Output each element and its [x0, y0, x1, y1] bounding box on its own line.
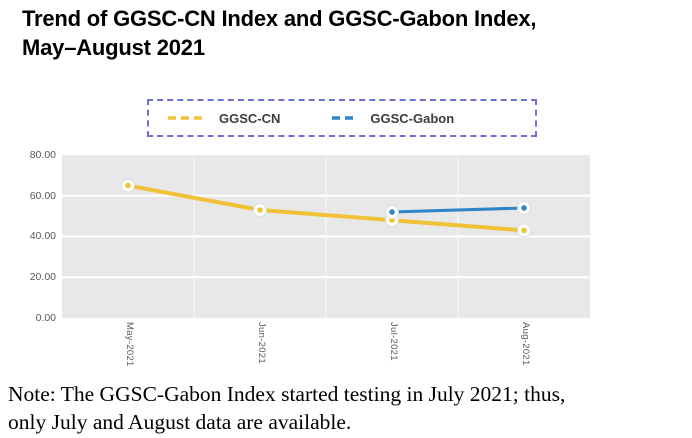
y-axis-tick-20: 20.00 [29, 271, 56, 283]
legend-item-ggsc-gabon: GGSC-Gabon [331, 111, 454, 126]
chart-legend: GGSC-CN GGSC-Gabon [147, 99, 537, 137]
legend-label-ggsc-cn: GGSC-CN [219, 110, 281, 126]
page-title: Trend of GGSC-CN Index and GGSC-Gabon In… [22, 4, 537, 62]
y-axis-tick-60: 60.00 [29, 190, 56, 202]
ggsc-cn-dashed-line-icon [168, 116, 206, 120]
page-title-line2: May–August 2021 [22, 35, 205, 60]
legend-label-ggsc-gabon: GGSC-Gabon [370, 110, 455, 126]
figure-note-line1: Note: The GGSC-Gabon Index started testi… [8, 382, 566, 406]
x-axis-label-jul-2021: Jul-2021 [388, 322, 399, 361]
x-axis-label-aug-2021: Aug-2021 [520, 322, 531, 366]
y-axis-tick-0: 0.00 [35, 312, 56, 324]
x-axis-label-jun-2021: Jun-2021 [256, 322, 267, 365]
page-title-line1: Trend of GGSC-CN Index and GGSC-Gabon In… [22, 6, 537, 31]
x-axis-label-may-2021: May-2021 [124, 322, 135, 367]
plot-area [62, 155, 590, 318]
figure-note-line2: only July and August data are available. [8, 409, 352, 434]
line-chart [62, 155, 590, 318]
y-axis-tick-40: 40.00 [29, 230, 56, 242]
figure-note: Note: The GGSC-Gabon Index started testi… [8, 381, 565, 436]
y-axis-tick-80: 80.00 [29, 149, 56, 161]
ggsc-gabon-dashed-line-icon [332, 116, 358, 120]
legend-item-ggsc-cn: GGSC-CN [167, 111, 280, 126]
chart-figure: GGSC-CN GGSC-Gabon 80.00 60.00 40.00 20.… [0, 85, 692, 378]
